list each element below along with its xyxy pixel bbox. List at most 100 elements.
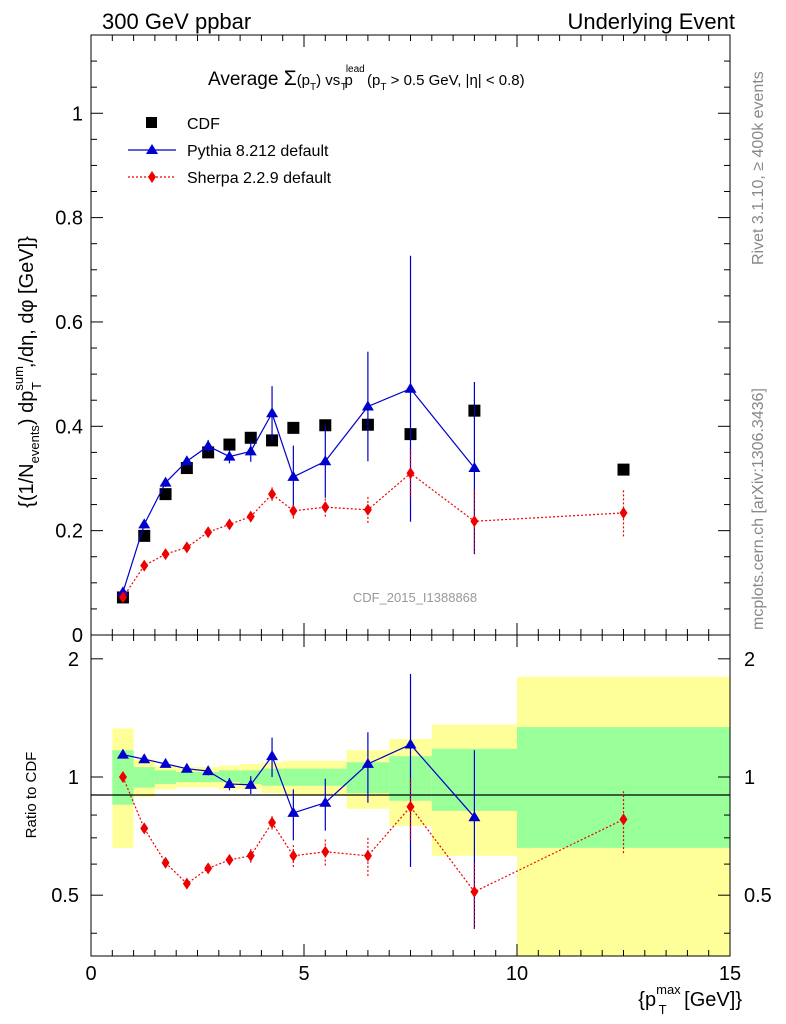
ratio-sherpa-point (619, 813, 628, 826)
legend-pythia-label: Pythia 8.212 default (187, 143, 329, 160)
ratio-pythia-point (202, 765, 215, 776)
main-sherpa-point (363, 503, 372, 516)
main-pythia-point (319, 455, 332, 466)
analysis-watermark: CDF_2015_I1388868 (353, 590, 477, 605)
main-sherpa-point (289, 504, 298, 517)
ratio-y-axis-label: Ratio to CDF (23, 752, 40, 839)
ratio-axis-ticks: 0.5 0.5 1 1 2 2 0 5 10 15 (51, 635, 772, 985)
ratio-green-band (218, 770, 241, 783)
main-sherpa-point (619, 506, 628, 519)
rivet-label: Rivet 3.1.10, ≥ 400k events (750, 71, 767, 265)
main-sherpa-point (204, 526, 213, 539)
ratio-green-band (133, 767, 155, 788)
ratio-y-tick-label: 1 (68, 767, 79, 789)
ratio-green-band (197, 771, 219, 783)
main-pythia-point (468, 462, 481, 473)
ratio-sherpa-point (182, 877, 191, 890)
ratio-pythia-point (266, 750, 279, 761)
ratio-sherpa-point (225, 853, 234, 866)
ratio-panel-bands (112, 676, 730, 956)
main-y-tick-label: 0.6 (55, 312, 83, 334)
ratio-pythia-point (404, 738, 417, 749)
main-pythia-point (223, 450, 236, 461)
main-pythia-point (244, 445, 257, 456)
ratio-green-band (261, 768, 283, 786)
ratio-sherpa-point (161, 856, 170, 869)
ratio-y-tick-label-right: 0.5 (744, 885, 772, 907)
main-y-tick-label: 0.2 (55, 521, 83, 543)
x-tick-label: 0 (85, 963, 96, 985)
ratio-y-tick-label-right: 1 (744, 767, 755, 789)
ratio-sherpa-point (268, 816, 277, 829)
main-y-tick-label: 0.8 (55, 208, 83, 230)
main-sherpa-line (122, 472, 624, 598)
legend: CDF Pythia 8.212 default Sherpa 2.2.9 de… (128, 116, 332, 187)
ratio-sherpa-point (204, 862, 213, 875)
ratio-sherpa-point (289, 849, 298, 862)
ratio-sherpa-point (321, 845, 330, 858)
ratio-green-band (282, 768, 304, 786)
main-cdf-point (244, 431, 257, 444)
main-pythia-point (287, 470, 300, 481)
main-sherpa-point (246, 510, 255, 523)
main-y-tick-label: 0.4 (55, 416, 83, 438)
main-y-tick-label: 0 (72, 625, 83, 647)
x-tick-label: 5 (298, 963, 309, 985)
header-right: Underlying Event (567, 9, 735, 34)
ratio-y-tick-label-right: 2 (744, 649, 755, 671)
main-pythia-line (122, 388, 475, 593)
ratio-sherpa-point (140, 822, 149, 835)
ratio-pythia-point (159, 757, 172, 768)
ratio-green-band (517, 727, 730, 848)
main-cdf-point (617, 463, 630, 476)
main-sherpa-point (268, 488, 277, 501)
header-left: 300 GeV ppbar (102, 9, 251, 34)
main-sherpa-point (225, 518, 234, 531)
ratio-sherpa-point (363, 849, 372, 862)
main-sherpa-point (406, 467, 415, 480)
ratio-sherpa-point (470, 885, 479, 898)
ratio-pythia-point (319, 796, 332, 807)
ratio-sherpa-point (406, 800, 415, 813)
ratio-green-band (154, 770, 177, 784)
main-sherpa-point (161, 548, 170, 561)
main-sherpa-point (321, 501, 330, 514)
x-tick-label: 10 (506, 963, 528, 985)
main-cdf-point (223, 438, 236, 451)
x-axis-label: {pmax T [GeV]} (638, 982, 742, 1017)
main-cdf-point (287, 421, 300, 434)
ratio-pythia-point (244, 778, 257, 789)
main-axis-ticks: 0 0.2 0.4 0.6 0.8 1 (55, 35, 731, 647)
ratio-sherpa-line (122, 776, 624, 893)
main-series-layer (116, 255, 630, 604)
ratio-pythia-point (223, 777, 236, 788)
legend-pythia-marker (146, 144, 158, 154)
main-pythia-point (159, 476, 172, 487)
main-sherpa-point (182, 541, 191, 554)
main-sherpa-point (118, 591, 127, 604)
main-cdf-point (159, 488, 172, 501)
ratio-pythia-point (138, 753, 151, 764)
mcplots-label: mcplots.cern.ch [arXiv:1306.3436] (750, 388, 767, 630)
legend-cdf-marker (146, 117, 157, 128)
main-sherpa-point (470, 515, 479, 528)
main-pythia-point (180, 455, 193, 466)
ratio-pythia-point (180, 762, 193, 773)
legend-sherpa-marker (148, 171, 156, 183)
ratio-pythia-point (287, 806, 300, 817)
ratio-series-layer (116, 673, 628, 930)
ratio-y-tick-label: 2 (68, 649, 79, 671)
ratio-sherpa-point (246, 849, 255, 862)
x-tick-label: 15 (719, 963, 741, 985)
legend-cdf-label: CDF (187, 116, 220, 133)
main-sherpa-point (140, 559, 149, 572)
legend-sherpa-label: Sherpa 2.2.9 default (187, 170, 332, 187)
ratio-pythia-point (361, 757, 374, 768)
main-pythia-point (138, 518, 151, 529)
main-pythia-point (404, 382, 417, 393)
ratio-green-band (304, 768, 347, 786)
ratio-y-tick-label: 0.5 (51, 885, 79, 907)
main-y-tick-label: 1 (72, 103, 83, 125)
ratio-green-band (176, 771, 198, 783)
